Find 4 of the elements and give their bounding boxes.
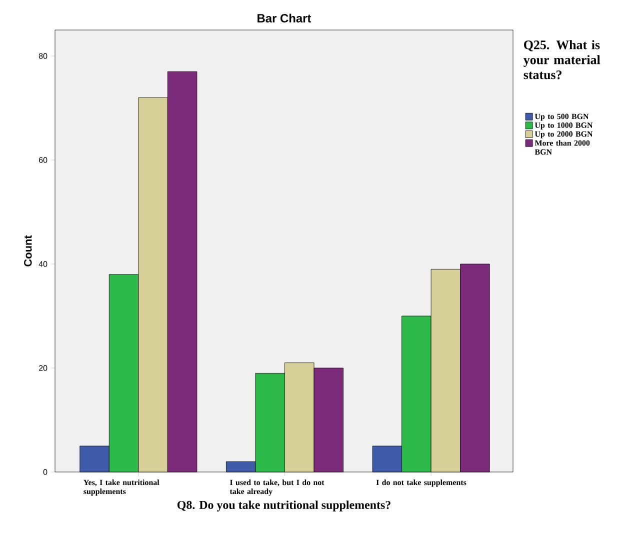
x-axis-title: Q8. Do you take nutritional supplements? <box>177 500 390 512</box>
chart-title: Bar Chart <box>258 14 312 22</box>
legend-title: Q25. What is your material status? <box>524 40 600 80</box>
y-axis-title: Count <box>24 235 32 266</box>
